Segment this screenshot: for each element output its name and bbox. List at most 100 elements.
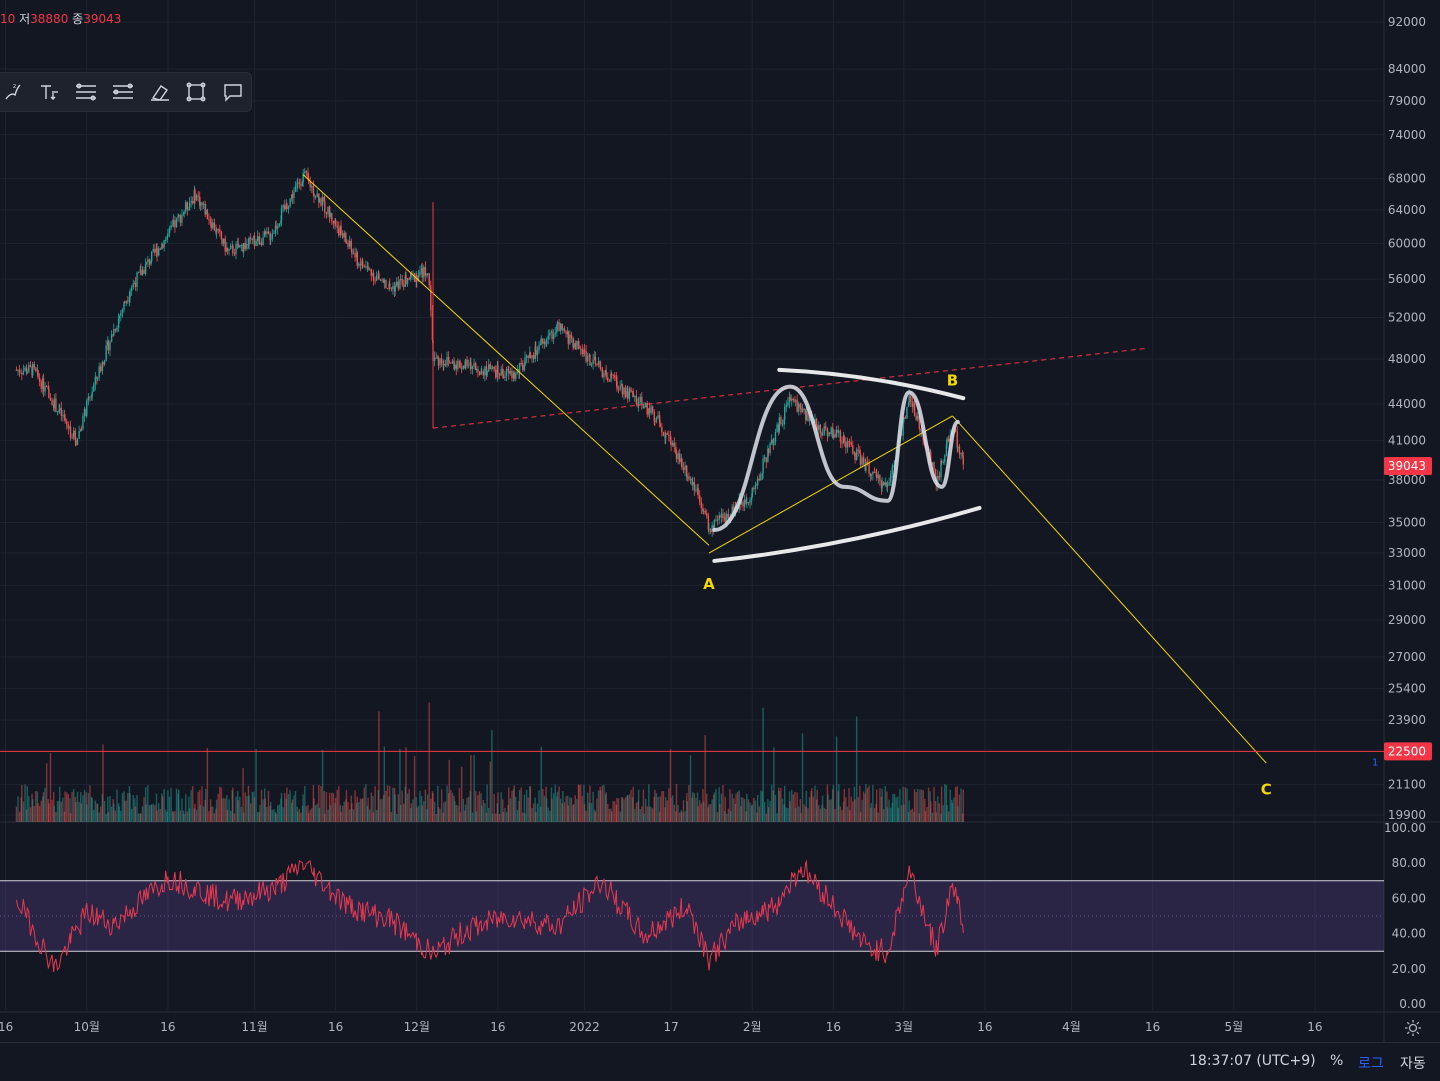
- volume-bar: [962, 789, 964, 822]
- candle-body: [450, 362, 452, 364]
- candle-body: [960, 453, 962, 455]
- candle-body: [74, 430, 77, 441]
- brush-tool-button[interactable]: z: [0, 73, 32, 111]
- candle-body: [805, 410, 808, 421]
- candle-body: [405, 275, 407, 284]
- volume-bar: [937, 796, 939, 822]
- volume-bar: [28, 795, 30, 822]
- candle-body: [577, 340, 580, 346]
- candle-body: [785, 405, 788, 407]
- volume-bar: [654, 789, 656, 822]
- volume-bar: [920, 789, 923, 822]
- volume-bar: [740, 797, 743, 822]
- candle-body: [94, 376, 97, 385]
- volume-bar: [702, 801, 705, 822]
- parallel-channel-button[interactable]: [105, 73, 142, 111]
- candle-body: [363, 266, 365, 268]
- candle-body: [132, 283, 134, 288]
- volume-bar: [44, 787, 46, 822]
- volume-bar: [669, 749, 672, 822]
- candle-body: [399, 280, 401, 289]
- volume-bar: [559, 798, 562, 822]
- candle-body: [702, 508, 704, 512]
- volume-bar: [958, 794, 961, 822]
- candle-body: [410, 273, 412, 280]
- auto-scale-toggle[interactable]: 자동: [1400, 1056, 1426, 1072]
- volume-bar: [924, 811, 927, 822]
- settings-gear-icon[interactable]: [1403, 1018, 1423, 1038]
- volume-bar: [474, 791, 477, 822]
- candle-body: [466, 359, 468, 366]
- chart-canvas[interactable]: 92000 84000 79000 74000 68000 64000 60000 56000…: [0, 0, 1440, 1042]
- candle-body: [91, 391, 93, 397]
- rectangle-button[interactable]: [178, 73, 215, 111]
- candle-body: [179, 215, 182, 223]
- candle-body: [543, 341, 546, 344]
- comment-button[interactable]: [214, 73, 251, 111]
- candle-body: [128, 297, 131, 302]
- volume-bar: [583, 784, 585, 822]
- candle-body: [324, 201, 326, 213]
- volume-bar: [497, 792, 499, 822]
- volume-bar: [163, 788, 165, 822]
- candle-body: [390, 288, 393, 290]
- volume-bar: [803, 804, 805, 822]
- trend-line[interactable]: [708, 415, 953, 554]
- text-tool-button[interactable]: [32, 73, 69, 111]
- candle-body: [545, 339, 548, 345]
- wave-path[interactable]: [712, 384, 960, 533]
- candle-body: [868, 462, 870, 474]
- volume-bar: [769, 800, 771, 822]
- candle-body: [219, 229, 221, 233]
- volume-bar: [381, 798, 383, 822]
- channel-curve[interactable]: [712, 505, 982, 563]
- ohlc-legend: 10 저38880 종39043: [0, 10, 121, 27]
- candle-body: [309, 181, 311, 188]
- candle-body: [269, 233, 271, 241]
- candle-body: [58, 410, 60, 412]
- candle-body: [594, 356, 597, 364]
- rsi-line: [15, 859, 964, 973]
- volume-bar: [630, 789, 632, 822]
- volume-bar: [155, 793, 158, 822]
- volume-bar: [345, 789, 348, 822]
- volume-bar: [601, 785, 604, 822]
- channel-curve[interactable]: [777, 367, 966, 401]
- dashed-resistance-line[interactable]: [432, 347, 1148, 429]
- volume-bar: [585, 810, 587, 822]
- volume-bar: [681, 811, 683, 822]
- candle-body: [615, 377, 618, 382]
- volume-bar: [331, 792, 333, 822]
- candle-body: [569, 334, 571, 344]
- candle-body: [917, 415, 919, 420]
- volume-bar: [179, 810, 182, 822]
- volume-bar: [825, 808, 827, 822]
- candle-body: [706, 513, 708, 516]
- trend-line[interactable]: [952, 415, 1267, 764]
- volume-bar: [875, 789, 878, 822]
- log-scale-toggle[interactable]: 로그: [1358, 1056, 1384, 1072]
- eraser-button[interactable]: [141, 73, 178, 111]
- percent-scale-toggle[interactable]: %: [1330, 1053, 1344, 1069]
- volume-bar: [437, 807, 440, 822]
- candle-body: [677, 453, 679, 460]
- candle-body: [942, 462, 944, 464]
- volume-bar: [188, 808, 191, 822]
- candle-body: [648, 408, 651, 414]
- candle-body: [71, 437, 73, 439]
- fib-retracement-button[interactable]: [68, 73, 105, 111]
- candle-body: [658, 415, 661, 424]
- candle-body: [846, 441, 849, 448]
- candle-body: [888, 482, 890, 485]
- candle-body: [587, 355, 589, 362]
- candle-body: [296, 182, 298, 187]
- volume-bar: [323, 790, 325, 822]
- volume-bar: [838, 784, 840, 822]
- trend-line[interactable]: [302, 174, 710, 546]
- candle-body: [443, 363, 445, 366]
- candle-body: [251, 239, 253, 241]
- candle-body: [767, 448, 769, 463]
- candle-body: [662, 432, 665, 436]
- volume-bar: [421, 805, 423, 822]
- candle-body: [539, 343, 542, 346]
